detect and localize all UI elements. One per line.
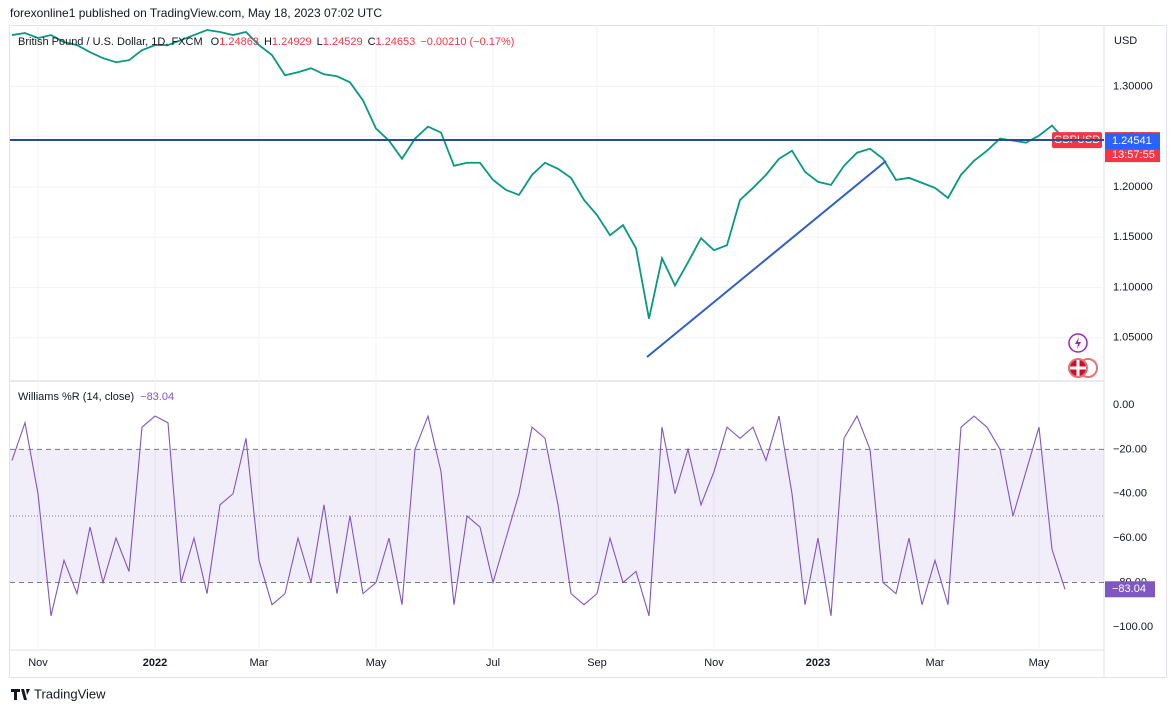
x-tick-label: Jul: [486, 657, 500, 669]
trend-line-drawing: [646, 160, 887, 358]
y-axis-unit: USD: [1114, 35, 1137, 47]
tool-icons: [1068, 333, 1098, 378]
indicator-header: Williams %R (14, close) −83.04: [18, 391, 174, 403]
ohlc-label: C: [368, 36, 376, 48]
price-header: British Pound / U.S. Dollar, 1D, FXCM O1.…: [18, 36, 514, 48]
x-tick-label: Nov: [28, 657, 48, 669]
price-change: −0.00210 (−0.17%): [420, 36, 514, 48]
symbol-title: British Pound / U.S. Dollar, 1D, FXCM: [18, 36, 203, 48]
y-tick-label: 1.15000: [1113, 231, 1153, 243]
bid-price-label: 1.24541: [1112, 135, 1152, 147]
y-tick-label: −40.00: [1113, 488, 1147, 500]
ohlc-value: 1.24529: [323, 36, 363, 48]
x-tick-label: May: [366, 657, 387, 669]
bid-price-tag: [1105, 133, 1160, 150]
y-tick-label: −20.00: [1113, 443, 1147, 455]
frame: [9, 25, 1167, 678]
flag-cross: [1070, 360, 1086, 376]
indicator-value-tag: [1105, 581, 1155, 598]
indicator-value-tag-label: −83.04: [1112, 583, 1146, 595]
ohlc-value: 1.24929: [272, 36, 312, 48]
panes: 1.050001.100001.150001.200001.250001.300…: [10, 25, 1160, 669]
ohlc-value: 1.24863: [219, 36, 259, 48]
y-tick-label: 1.30000: [1113, 80, 1153, 92]
footer: TradingView: [11, 686, 106, 701]
y-tick-label: 0.00: [1113, 399, 1134, 411]
ohlc-label: H: [264, 36, 272, 48]
y-tick-label: 1.20000: [1113, 181, 1153, 193]
indicator-title: Williams %R (14, close): [18, 391, 134, 403]
y-tick-label: 1.10000: [1113, 281, 1153, 293]
byline: forexonline1 published on TradingView.co…: [10, 6, 382, 20]
y-tick-label: −60.00: [1113, 532, 1147, 544]
x-tick-label: Mar: [250, 657, 269, 669]
x-tick-label: 2022: [143, 657, 167, 669]
countdown-label: 13:57:55: [1112, 149, 1155, 161]
alert-bolt: [1075, 337, 1081, 349]
x-tick-label: 2023: [806, 657, 830, 669]
series-line: [11, 29, 1066, 319]
x-tick-label: May: [1029, 657, 1050, 669]
footer-text: TradingView: [34, 686, 106, 701]
x-tick-label: Nov: [704, 657, 724, 669]
indicator-value: −83.04: [140, 391, 174, 403]
y-tick-label: −100.00: [1113, 621, 1153, 633]
ohlc-value: 1.24653: [376, 36, 416, 48]
x-tick-label: Mar: [926, 657, 945, 669]
x-tick-label: Sep: [587, 657, 607, 669]
ohlc-label: L: [317, 36, 323, 48]
series-line: [11, 414, 1066, 616]
footer-logo: [11, 689, 30, 700]
ohlc-label: O: [211, 36, 220, 48]
y-tick-label: 1.05000: [1113, 332, 1153, 344]
